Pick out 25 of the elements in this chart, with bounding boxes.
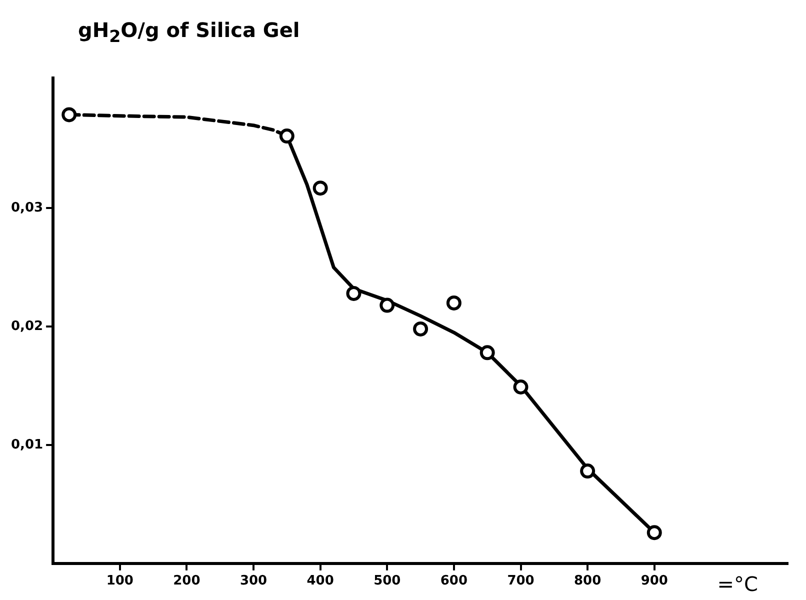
- x-tick-label: 900: [640, 574, 668, 589]
- point: [62, 107, 77, 122]
- x-tick-label: 800: [574, 574, 602, 589]
- point: [413, 321, 428, 336]
- y-tick-label: 0,03: [10, 200, 44, 216]
- x-tick-label: 100: [106, 574, 134, 589]
- point: [279, 128, 294, 144]
- y-axis-title: gH$_{2}$O/g of Silica Gel: [78, 18, 300, 46]
- y-tick-label: 0,01: [10, 437, 44, 452]
- point: [380, 298, 395, 313]
- point: [646, 525, 662, 540]
- point: [312, 180, 328, 196]
- x-tick-label: 600: [440, 574, 468, 589]
- x-axis-title: =°C: [717, 572, 758, 596]
- x-tick-label: 400: [306, 574, 334, 589]
- x-tick-label: 200: [173, 574, 200, 589]
- x-tick-label: 700: [507, 574, 534, 589]
- point: [480, 345, 495, 360]
- point: [446, 295, 462, 310]
- x-tick-label: 300: [240, 574, 268, 589]
- y-tick-label: 0,02: [10, 318, 44, 334]
- point: [513, 380, 528, 394]
- x-tick-label: 500: [374, 574, 401, 589]
- point: [580, 464, 596, 479]
- point: [346, 286, 362, 301]
